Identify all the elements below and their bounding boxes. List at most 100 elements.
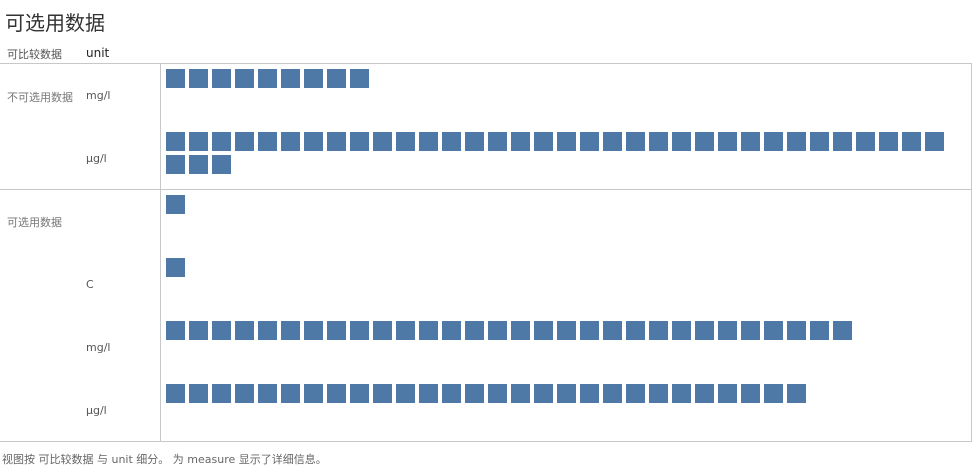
data-square xyxy=(695,321,714,340)
data-square xyxy=(258,384,277,403)
data-square xyxy=(833,321,852,340)
data-square xyxy=(764,321,783,340)
data-square xyxy=(741,321,760,340)
data-square xyxy=(672,384,691,403)
data-square xyxy=(166,258,185,277)
data-square xyxy=(419,132,438,151)
data-square xyxy=(212,69,231,88)
data-square xyxy=(442,384,461,403)
data-square xyxy=(212,155,231,174)
data-square xyxy=(534,132,553,151)
data-square xyxy=(235,384,254,403)
data-square xyxy=(925,132,944,151)
data-square xyxy=(304,384,323,403)
data-square xyxy=(373,132,392,151)
data-square xyxy=(166,384,185,403)
data-square xyxy=(764,132,783,151)
data-square xyxy=(580,132,599,151)
group-label-available: 可选用数据 xyxy=(7,216,62,229)
data-square xyxy=(603,132,622,151)
data-square xyxy=(419,384,438,403)
data-square xyxy=(304,132,323,151)
data-square xyxy=(373,384,392,403)
data-square xyxy=(787,384,806,403)
data-square xyxy=(695,384,714,403)
data-square xyxy=(488,384,507,403)
data-square xyxy=(626,321,645,340)
data-square xyxy=(787,132,806,151)
data-square xyxy=(258,321,277,340)
data-square xyxy=(281,321,300,340)
data-square xyxy=(902,132,921,151)
data-square xyxy=(166,195,185,214)
data-square xyxy=(166,132,185,151)
data-square xyxy=(166,155,185,174)
data-square xyxy=(557,321,576,340)
data-square xyxy=(419,321,438,340)
data-square xyxy=(488,132,507,151)
group-divider xyxy=(0,189,972,190)
column-divider xyxy=(160,63,161,442)
data-square xyxy=(327,321,346,340)
data-square xyxy=(235,69,254,88)
data-square xyxy=(350,321,369,340)
data-square xyxy=(511,321,530,340)
data-square xyxy=(189,384,208,403)
data-square xyxy=(350,132,369,151)
data-square xyxy=(166,321,185,340)
data-square xyxy=(189,321,208,340)
data-square xyxy=(350,69,369,88)
data-square xyxy=(235,132,254,151)
row-label-unit: µg/l xyxy=(86,152,107,165)
data-square xyxy=(626,384,645,403)
data-square xyxy=(396,132,415,151)
data-square xyxy=(603,321,622,340)
data-square xyxy=(465,132,484,151)
data-square xyxy=(511,384,530,403)
data-square xyxy=(718,321,737,340)
data-square xyxy=(649,321,668,340)
data-square xyxy=(189,69,208,88)
data-square xyxy=(327,132,346,151)
data-square xyxy=(580,384,599,403)
data-square xyxy=(649,132,668,151)
data-square xyxy=(557,132,576,151)
data-square xyxy=(695,132,714,151)
data-square xyxy=(718,384,737,403)
data-square xyxy=(304,321,323,340)
data-square xyxy=(649,384,668,403)
data-square xyxy=(580,321,599,340)
data-square xyxy=(557,384,576,403)
data-square xyxy=(396,321,415,340)
data-square xyxy=(212,321,231,340)
data-square xyxy=(833,132,852,151)
data-square xyxy=(810,321,829,340)
data-square xyxy=(741,384,760,403)
page-title: 可选用数据 xyxy=(5,11,105,35)
data-square xyxy=(603,384,622,403)
column-header-unit: unit xyxy=(86,46,110,60)
data-square xyxy=(212,384,231,403)
data-square xyxy=(672,132,691,151)
data-square xyxy=(350,384,369,403)
data-square xyxy=(810,132,829,151)
data-square xyxy=(327,384,346,403)
data-square xyxy=(235,321,254,340)
data-square xyxy=(718,132,737,151)
data-square xyxy=(166,69,185,88)
column-header-dimension: 可比较数据 xyxy=(7,48,62,61)
data-square xyxy=(626,132,645,151)
data-square xyxy=(281,384,300,403)
data-square xyxy=(258,132,277,151)
row-label-unit: mg/l xyxy=(86,341,111,354)
data-square xyxy=(442,132,461,151)
chart-frame xyxy=(0,63,972,442)
data-square xyxy=(281,69,300,88)
data-square xyxy=(396,384,415,403)
chart-caption: 视图按 可比较数据 与 unit 细分。 为 measure 显示了详细信息。 xyxy=(2,453,327,466)
data-square xyxy=(373,321,392,340)
data-square xyxy=(442,321,461,340)
data-square xyxy=(534,321,553,340)
row-label-unit: C xyxy=(86,278,94,291)
data-square xyxy=(511,132,530,151)
